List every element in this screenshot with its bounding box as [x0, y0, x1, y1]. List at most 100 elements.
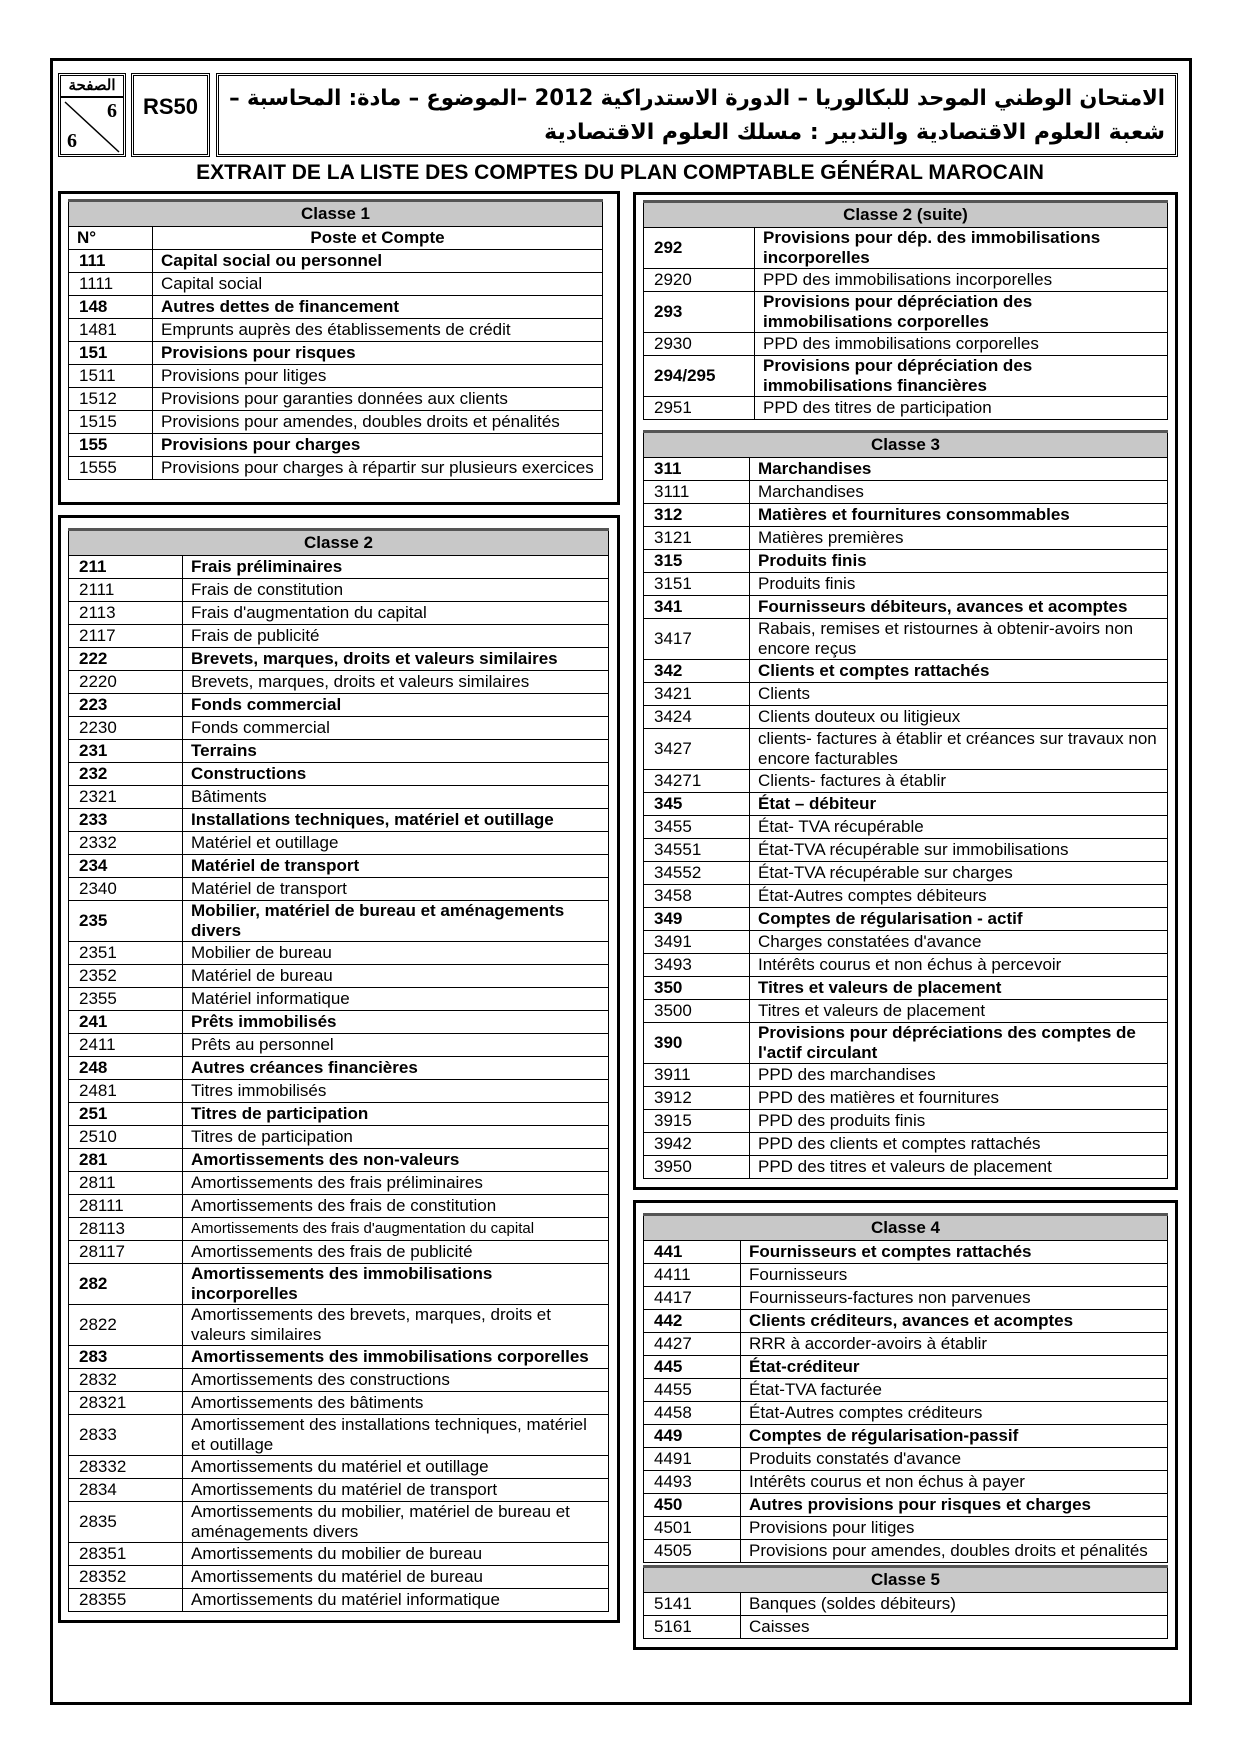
- account-number: 251: [68, 1102, 183, 1126]
- account-number: 111: [68, 249, 153, 273]
- table-classe1: Classe 1 N° Poste et Compte 111 Capital soci…: [68, 199, 603, 480]
- account-number: 5141: [643, 1592, 741, 1616]
- account-number: 28351: [68, 1542, 183, 1566]
- account-number: 3121: [643, 526, 750, 550]
- account-label: Matériel de transport: [182, 854, 609, 878]
- account-number: 312: [643, 503, 750, 527]
- account-label: Marchandises: [749, 480, 1168, 504]
- account-row: 2117 Frais de publicité: [68, 624, 609, 648]
- account-row: 4411 Fournisseurs: [643, 1263, 1168, 1287]
- account-label: Autres créances financières: [182, 1056, 609, 1080]
- account-number: 4455: [643, 1378, 741, 1402]
- account-label: Produits finis: [749, 549, 1168, 573]
- account-label: Provisions pour charges: [152, 433, 603, 457]
- account-label: Prêts immobilisés: [182, 1010, 609, 1034]
- table-classe4: Classe 4 441 Fournisseurs et comptes ratta…: [643, 1213, 1168, 1563]
- account-number: 4458: [643, 1401, 741, 1425]
- account-row: 251 Titres de participation: [68, 1102, 609, 1126]
- account-row: 3942 PPD des clients et comptes rattachés: [643, 1132, 1168, 1156]
- account-label: Mobilier, matériel de bureau et aménagem…: [182, 900, 609, 942]
- account-number: 28355: [68, 1588, 183, 1612]
- account-row: 5141 Banques (soldes débiteurs): [643, 1592, 1168, 1616]
- account-number: 2117: [68, 624, 183, 648]
- account-row: 2833 Amortissement des installations tech…: [68, 1414, 609, 1456]
- account-label: Brevets, marques, droits et valeurs simi…: [182, 647, 609, 671]
- account-label: Clients et comptes rattachés: [749, 659, 1168, 683]
- account-label: État-créditeur: [740, 1355, 1168, 1379]
- account-label: Matériel et outillage: [182, 831, 609, 855]
- account-row: 1481 Emprunts auprès des établissements d…: [68, 318, 603, 342]
- account-label: Fournisseurs-factures non parvenues: [740, 1286, 1168, 1310]
- account-row: 441 Fournisseurs et comptes rattachés: [643, 1240, 1168, 1264]
- account-row: 3493 Intérêts courus et non échus à perce…: [643, 953, 1168, 977]
- account-row: 315 Produits finis: [643, 549, 1168, 573]
- account-number: 3493: [643, 953, 750, 977]
- account-number: 1555: [68, 456, 153, 480]
- account-row: 450 Autres provisions pour risques et cha…: [643, 1493, 1168, 1517]
- account-label: Titres immobilisés: [182, 1079, 609, 1103]
- class-header: Classe 3: [643, 430, 1168, 458]
- account-row: 231 Terrains: [68, 739, 609, 763]
- account-number: 232: [68, 762, 183, 786]
- account-label: État-TVA facturée: [740, 1378, 1168, 1402]
- account-row: 4501 Provisions pour litiges: [643, 1516, 1168, 1540]
- account-label: Provisions pour dép. des immobilisations…: [754, 227, 1168, 269]
- account-label: Amortissements des frais d'augmentation …: [182, 1217, 609, 1241]
- account-label: PPD des immobilisations incorporelles: [754, 268, 1168, 292]
- account-label: Titres de participation: [182, 1102, 609, 1126]
- account-number: 2834: [68, 1478, 183, 1502]
- account-row: 2832 Amortissements des constructions: [68, 1368, 609, 1392]
- left-column: Classe 1 N° Poste et Compte 111 Capital soci…: [58, 191, 620, 1623]
- account-label: PPD des produits finis: [749, 1109, 1168, 1133]
- page-label: الصفحة: [61, 76, 123, 98]
- account-number: 5161: [643, 1615, 741, 1639]
- exam-header-line2: شعبة العلوم الاقتصادية والتدبير : مسلك ا…: [544, 120, 1165, 145]
- account-row: 3911 PPD des marchandises: [643, 1063, 1168, 1087]
- account-label: Amortissements des brevets, marques, dro…: [182, 1304, 609, 1346]
- account-number: 28332: [68, 1455, 183, 1479]
- account-label: Amortissements des immobilisations corpo…: [182, 1345, 609, 1369]
- account-label: PPD des titres et valeurs de placement: [749, 1155, 1168, 1179]
- column-header-label: Poste et Compte: [152, 226, 603, 250]
- account-number: 28111: [68, 1194, 183, 1218]
- account-label: PPD des immobilisations corporelles: [754, 332, 1168, 356]
- account-number: 4493: [643, 1470, 741, 1494]
- account-row: 28117 Amortissements des frais de publici…: [68, 1240, 609, 1264]
- account-label: Titres de participation: [182, 1125, 609, 1149]
- account-number: 4505: [643, 1539, 741, 1563]
- account-row: 3491 Charges constatées d'avance: [643, 930, 1168, 954]
- account-row: 2920 PPD des immobilisations incorporelle…: [643, 268, 1168, 292]
- account-number: 3111: [643, 480, 750, 504]
- account-label: PPD des matières et fournitures: [749, 1086, 1168, 1110]
- account-label: PPD des marchandises: [749, 1063, 1168, 1087]
- account-number: 34552: [643, 861, 750, 885]
- account-label: Amortissements des frais de constitution: [182, 1194, 609, 1218]
- account-number: 241: [68, 1010, 183, 1034]
- account-row: 211 Frais préliminaires: [68, 555, 609, 579]
- account-row: 1515 Provisions pour amendes, doubles dro…: [68, 410, 603, 434]
- account-number: 342: [643, 659, 750, 683]
- account-label: Frais d'augmentation du capital: [182, 601, 609, 625]
- class-header: Classe 5: [643, 1565, 1168, 1593]
- account-number: 449: [643, 1424, 741, 1448]
- account-number: 3950: [643, 1155, 750, 1179]
- account-number: 222: [68, 647, 183, 671]
- account-number: 2833: [68, 1414, 183, 1456]
- account-label: Clients: [749, 682, 1168, 706]
- account-row: 34271 Clients- factures à établir: [643, 769, 1168, 793]
- account-row: 28111 Amortissements des frais de constit…: [68, 1194, 609, 1218]
- account-label: Banques (soldes débiteurs): [740, 1592, 1168, 1616]
- account-label: Bâtiments: [182, 785, 609, 809]
- page-number-box: الصفحة 6 6: [58, 73, 126, 157]
- account-label: Clients douteux ou litigieux: [749, 705, 1168, 729]
- account-row: 449 Comptes de régularisation-passif: [643, 1424, 1168, 1448]
- account-number: 34551: [643, 838, 750, 862]
- account-row: 235 Mobilier, matériel de bureau et aména…: [68, 900, 609, 942]
- account-number: 4417: [643, 1286, 741, 1310]
- account-number: 3491: [643, 930, 750, 954]
- account-number: 292: [643, 227, 755, 269]
- page-total: 6: [67, 130, 77, 152]
- account-label: Provisions pour litiges: [740, 1516, 1168, 1540]
- account-label: Comptes de régularisation-passif: [740, 1424, 1168, 1448]
- account-row: 4417 Fournisseurs-factures non parvenues: [643, 1286, 1168, 1310]
